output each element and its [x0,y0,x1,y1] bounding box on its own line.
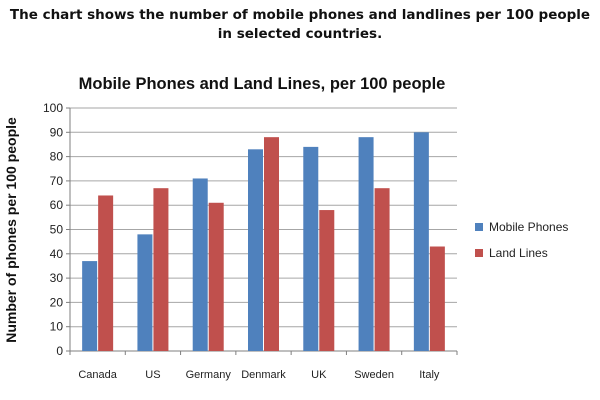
x-category-label: Canada [78,369,117,381]
bar-mobile-phones-us [137,234,153,351]
y-tick-labels: 0 10 20 30 40 50 60 70 80 90 100 [43,101,63,358]
x-category-labels: Canada US Germany Denmark UK Sweden Italy [78,369,440,381]
caption-line-1: The chart shows the number of mobile pho… [9,7,591,23]
bar-mobile-phones-uk [303,146,319,351]
bar-mobile-phones-canada [82,261,98,351]
y-tick-label: 100 [43,101,63,115]
x-category-label: Sweden [354,369,394,381]
legend-swatch [475,249,483,257]
legend: Mobile Phones Land Lines [475,220,568,260]
legend-swatch [475,223,483,231]
bar-land-lines-italy [429,246,445,351]
bar-mobile-phones-denmark [248,149,263,351]
bar-land-lines-germany [208,202,224,351]
y-axis-label: Number of phones per 100 people [3,117,19,343]
y-tick-label: 10 [50,320,64,334]
page-caption: The chart shows the number of mobile pho… [0,6,600,44]
bar-land-lines-us [153,188,169,351]
y-tick-label: 90 [50,125,64,139]
bar-mobile-phones-italy [413,132,429,351]
bar-land-lines-uk [319,210,335,351]
bars [82,132,445,351]
x-category-label: US [145,369,160,381]
chart-title: Mobile Phones and Land Lines, per 100 pe… [79,75,446,93]
y-tick-label: 0 [56,344,63,358]
x-category-label: Denmark [241,369,286,381]
bar-land-lines-denmark [264,137,279,351]
axes [66,107,458,355]
bar-land-lines-sweden [374,188,390,351]
legend-label: Mobile Phones [489,220,568,234]
x-category-label: Italy [419,369,440,381]
y-tick-label: 80 [50,150,64,164]
bar-mobile-phones-germany [192,178,208,351]
y-tick-label: 60 [50,198,64,212]
x-category-label: Germany [186,369,232,381]
y-tick-label: 50 [50,223,64,237]
bar-mobile-phones-sweden [358,137,374,351]
caption-line-2: in selected countries. [217,26,383,42]
y-tick-label: 20 [50,295,64,309]
y-tick-label: 30 [50,271,64,285]
gridlines [70,107,457,328]
legend-label: Land Lines [489,246,548,260]
y-tick-label: 40 [50,247,64,261]
bar-land-lines-canada [98,195,114,351]
x-category-label: UK [311,369,327,381]
y-tick-label: 70 [50,174,64,188]
